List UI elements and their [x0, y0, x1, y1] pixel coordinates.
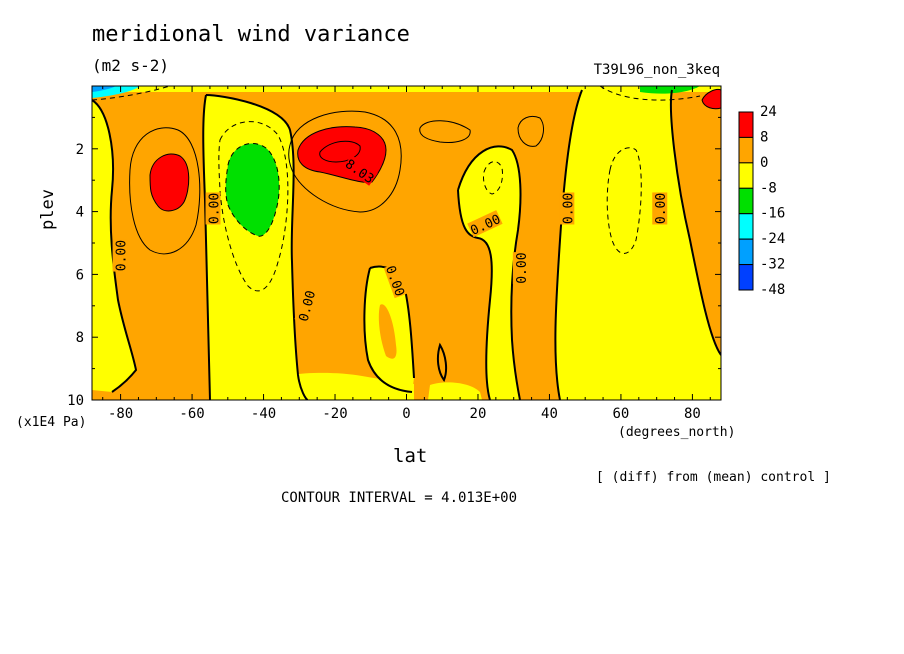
contour-label-text: 0.00: [561, 193, 576, 224]
contour-label-text: 0.00: [515, 252, 530, 283]
positive-contour-northpole-max: [701, 89, 721, 110]
contour-label-bg: [112, 239, 128, 272]
contour-label-bg: [342, 155, 378, 186]
zero-contour-trough: [205, 94, 309, 400]
contour-label: 0.00: [382, 262, 409, 299]
negative-contour-trough-outer: [218, 121, 289, 292]
zero-contour-east: [554, 89, 721, 400]
contour-label: 0.00: [652, 192, 669, 225]
x-tick-label: 20: [470, 406, 487, 422]
positive-contour-subtropics-outer: [288, 110, 402, 213]
region-east-broad-yellow: [555, 90, 721, 400]
x-tick-label: 80: [684, 406, 701, 422]
contour-label-bg: [559, 192, 575, 225]
negative-contours: [92, 86, 701, 292]
positive-contour-north-small: [517, 115, 544, 147]
colorbar-swatch: [738, 187, 754, 215]
y-tick-label: 8: [76, 330, 84, 346]
zero-contour-west: [92, 99, 138, 393]
axes: -80 -60 -40 -20 0 20 40 60 80 2 4 6 8 10: [67, 85, 722, 422]
zero-contour-trough-west: [202, 94, 211, 400]
y-tick-label: 4: [76, 205, 84, 221]
region-west-edge-yellow: [92, 100, 136, 392]
contour-label-bg: [512, 252, 528, 285]
region-polar-cap-blue: [92, 86, 116, 92]
negative-contour-north-small: [483, 161, 503, 195]
colorbar-swatch: [738, 264, 754, 291]
region-north-column-yellow: [458, 146, 521, 400]
contour-interval: CONTOUR INTERVAL = 4.013E+00: [281, 490, 518, 506]
colorbar-swatch: [738, 213, 754, 240]
contour-label-bg: [205, 192, 221, 225]
region-min-green: [225, 143, 280, 237]
x-tick-label: 60: [613, 406, 630, 422]
x-axis-label: lat: [393, 445, 428, 467]
contour-label: 0.00: [112, 239, 130, 272]
colorbar-label: -48: [760, 282, 785, 298]
region-equator-sliver: [378, 304, 397, 359]
negative-contour-polar-cap: [92, 86, 171, 101]
contour-label: 0.00: [512, 252, 530, 285]
positive-contour-south-max-outer: [129, 127, 201, 255]
contour-label: 0.00: [205, 192, 223, 225]
diff-note: [ (diff) from (mean) control ]: [596, 470, 831, 485]
experiment-label: T39L96_non_3keq: [593, 62, 720, 78]
x-tick-label: -60: [179, 406, 204, 422]
colorbar-label: 24: [760, 104, 777, 120]
contour-label-bg: [294, 288, 318, 324]
chart-title: meridional wind variance: [92, 22, 410, 47]
y-axis-units: (x1E4 Pa): [16, 415, 87, 430]
x-tick-label: -20: [322, 406, 347, 422]
contour-label-bg: [467, 210, 503, 238]
chart-units: (m2 s-2): [92, 56, 170, 75]
contour-label-text: 0.00: [654, 193, 669, 224]
positive-contour-subtropics: [297, 126, 387, 183]
x-axis-units: (degrees_north): [618, 425, 736, 440]
contour-label-bg: [652, 192, 668, 225]
contour-label: 0.00: [559, 192, 576, 225]
contour-label-text: 0.00: [115, 240, 130, 271]
region-max-south-red: [150, 154, 189, 211]
zero-contour-north-column: [457, 145, 522, 400]
y-tick-label: 2: [76, 142, 84, 158]
y-tick-label: 10: [67, 393, 84, 409]
region-north-lowlevel-yellow: [428, 382, 482, 400]
colorbar-label: 0: [760, 155, 768, 171]
negative-contour-trough-inner: [225, 143, 280, 237]
colorbar-swatch: [738, 238, 754, 266]
x-tick-label: 0: [402, 406, 410, 422]
colorbar-label: -32: [760, 257, 785, 273]
x-tick-label: -40: [251, 406, 276, 422]
colorbar-label: 8: [760, 129, 768, 145]
x-tick-label: -80: [108, 406, 133, 422]
colorbar-label: -16: [760, 206, 785, 222]
positive-contour-south-max: [149, 153, 190, 212]
colorbar-swatch: [738, 136, 754, 164]
contour-label-text: 0.00: [208, 193, 223, 224]
zero-contours: [92, 89, 721, 400]
colorbar: 24 8 0 -8 -16 -24 -32 -48: [738, 104, 785, 298]
colorbar-swatch: [738, 162, 754, 189]
x-tick-label: 40: [541, 406, 558, 422]
colorbar-swatch: [738, 111, 754, 138]
y-tick-label: 6: [76, 267, 84, 283]
colorbar-label: -24: [760, 231, 785, 247]
region-polar-cap-north-green: [640, 86, 700, 94]
contour-label-bg: [383, 262, 409, 299]
zero-contour-equator-pinch: [436, 342, 448, 383]
negative-contour-east: [606, 147, 642, 254]
colorbar-label: -8: [760, 180, 777, 196]
positive-contour-equator-small: [419, 120, 471, 143]
filled-contours: [92, 86, 721, 400]
